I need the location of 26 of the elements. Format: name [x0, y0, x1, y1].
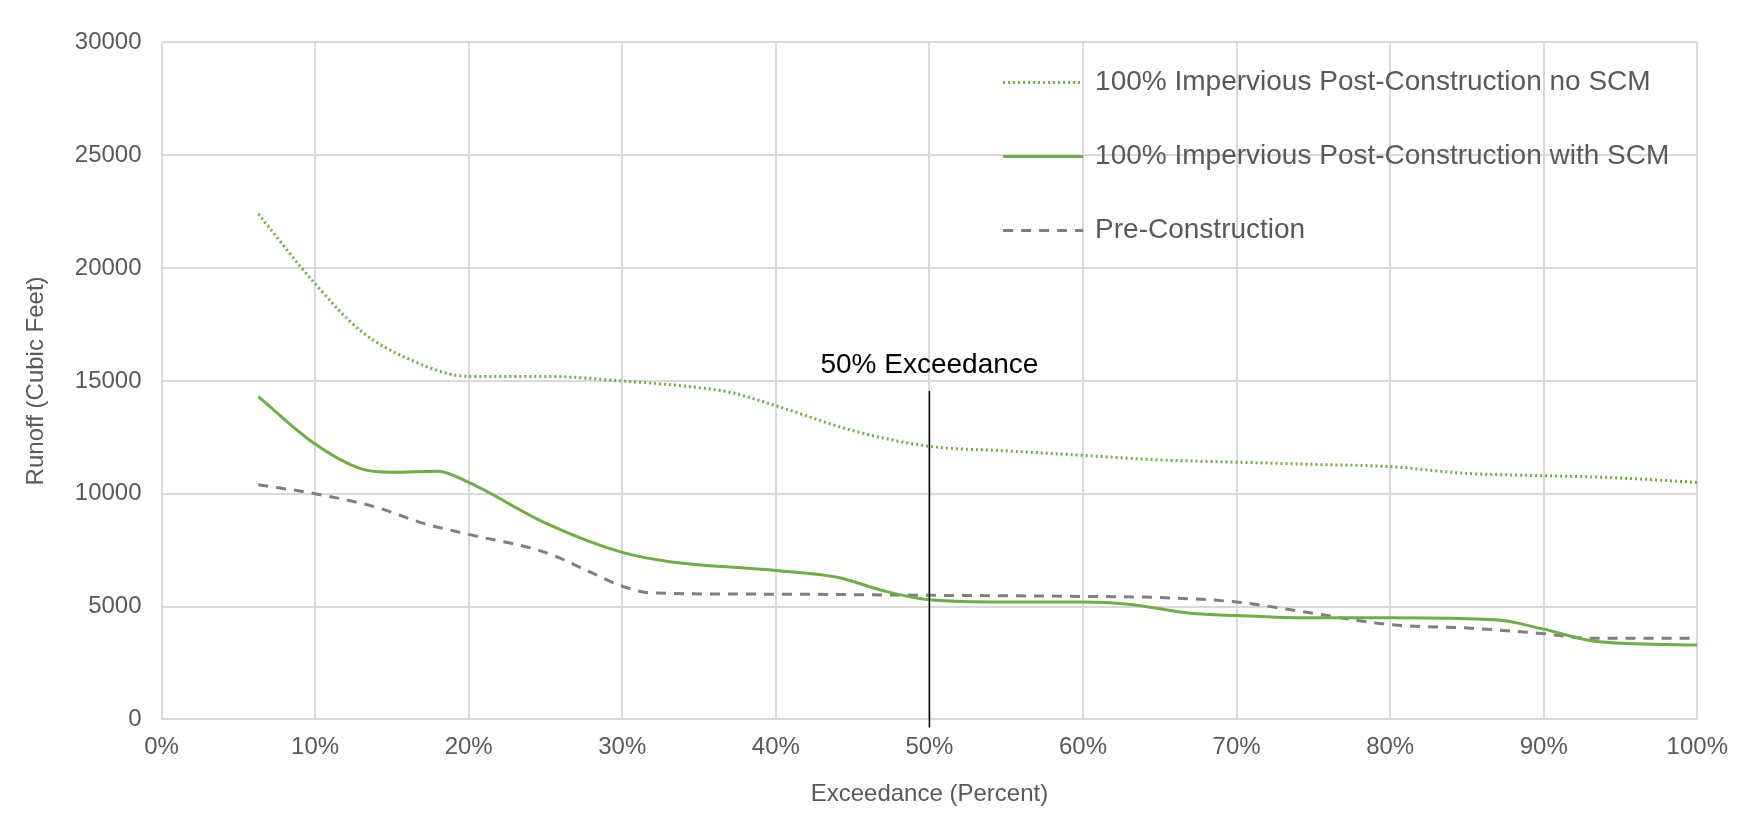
x-tick-label: 40%	[751, 732, 800, 760]
x-tick-label: 80%	[1366, 732, 1415, 760]
x-tick-label: 70%	[1212, 732, 1261, 760]
legend-label: 100% Impervious Post-Construction no SCM	[1095, 65, 1651, 97]
x-tick-label: 90%	[1519, 732, 1568, 760]
y-tick-label: 15000	[74, 365, 142, 393]
x-tick-label: 60%	[1058, 732, 1108, 760]
x-tick-label: 10%	[291, 732, 340, 760]
legend-label: Pre-Construction	[1095, 213, 1306, 245]
x-tick-label: 100%	[1666, 732, 1728, 760]
x-tick-label: 50%	[905, 732, 954, 760]
y-tick-label: 10000	[74, 478, 142, 506]
x-tick-label: 0%	[144, 732, 179, 760]
x-tick-label: 20%	[444, 732, 493, 760]
y-axis-title: Runoff (Cubic Feet)	[21, 276, 49, 486]
line-series	[256, 212, 1698, 484]
legend-label: 100% Impervious Post-Construction with SCM	[1095, 139, 1670, 171]
x-axis-title: Exceedance (Percent)	[810, 779, 1049, 807]
ref-line-label: 50% Exceedance	[820, 347, 1039, 379]
line-series	[256, 395, 1698, 647]
y-tick-label: 5000	[88, 591, 142, 619]
y-tick-label: 25000	[74, 139, 142, 167]
x-tick-label: 30%	[598, 732, 647, 760]
y-tick-label: 0	[128, 704, 142, 732]
y-tick-label: 20000	[74, 252, 142, 280]
y-tick-label: 30000	[74, 27, 142, 55]
